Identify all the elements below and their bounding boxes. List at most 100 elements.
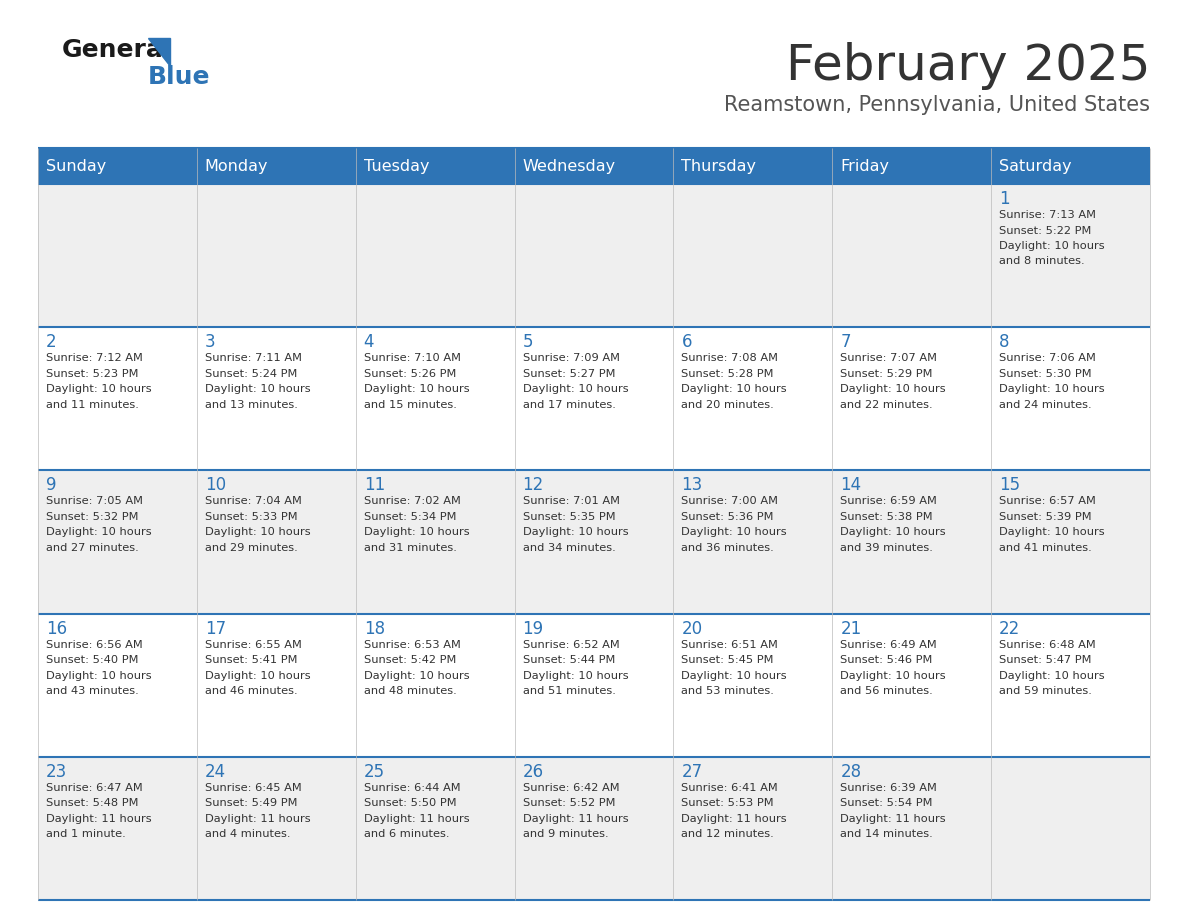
Text: Daylight: 10 hours: Daylight: 10 hours bbox=[46, 528, 152, 537]
Text: Daylight: 10 hours: Daylight: 10 hours bbox=[682, 671, 788, 680]
Polygon shape bbox=[148, 38, 170, 66]
Text: Sunset: 5:33 PM: Sunset: 5:33 PM bbox=[204, 512, 297, 522]
Text: Sunrise: 6:56 AM: Sunrise: 6:56 AM bbox=[46, 640, 143, 650]
Text: 27: 27 bbox=[682, 763, 702, 781]
Text: Sunrise: 7:02 AM: Sunrise: 7:02 AM bbox=[364, 497, 461, 507]
Text: Daylight: 10 hours: Daylight: 10 hours bbox=[840, 671, 946, 680]
Text: Sunset: 5:52 PM: Sunset: 5:52 PM bbox=[523, 799, 615, 809]
Bar bbox=[355, 756, 514, 900]
Text: and 56 minutes.: and 56 minutes. bbox=[840, 686, 933, 696]
Text: 16: 16 bbox=[46, 620, 68, 638]
Text: Daylight: 10 hours: Daylight: 10 hours bbox=[364, 528, 469, 537]
Text: Daylight: 11 hours: Daylight: 11 hours bbox=[523, 813, 628, 823]
Text: 28: 28 bbox=[840, 763, 861, 781]
Text: Sunrise: 7:00 AM: Sunrise: 7:00 AM bbox=[682, 497, 778, 507]
Text: and 29 minutes.: and 29 minutes. bbox=[204, 543, 298, 553]
Text: Daylight: 10 hours: Daylight: 10 hours bbox=[204, 385, 310, 394]
Bar bbox=[514, 327, 674, 470]
Bar bbox=[833, 756, 991, 900]
Text: Daylight: 10 hours: Daylight: 10 hours bbox=[682, 385, 788, 394]
Text: Daylight: 10 hours: Daylight: 10 hours bbox=[204, 671, 310, 680]
Text: and 17 minutes.: and 17 minutes. bbox=[523, 399, 615, 409]
Text: and 14 minutes.: and 14 minutes. bbox=[840, 829, 933, 839]
Text: and 6 minutes.: and 6 minutes. bbox=[364, 829, 449, 839]
Text: Sunset: 5:27 PM: Sunset: 5:27 PM bbox=[523, 369, 615, 379]
Text: and 46 minutes.: and 46 minutes. bbox=[204, 686, 297, 696]
Text: Sunset: 5:32 PM: Sunset: 5:32 PM bbox=[46, 512, 139, 522]
Text: and 51 minutes.: and 51 minutes. bbox=[523, 686, 615, 696]
Text: Sunset: 5:28 PM: Sunset: 5:28 PM bbox=[682, 369, 773, 379]
Bar bbox=[38, 327, 197, 470]
Text: Sunset: 5:47 PM: Sunset: 5:47 PM bbox=[999, 655, 1092, 666]
Text: and 8 minutes.: and 8 minutes. bbox=[999, 256, 1085, 266]
Text: Daylight: 10 hours: Daylight: 10 hours bbox=[523, 385, 628, 394]
Text: 4: 4 bbox=[364, 333, 374, 352]
Text: Sunrise: 6:42 AM: Sunrise: 6:42 AM bbox=[523, 783, 619, 793]
Text: and 34 minutes.: and 34 minutes. bbox=[523, 543, 615, 553]
Text: Daylight: 10 hours: Daylight: 10 hours bbox=[682, 528, 788, 537]
Text: Sunset: 5:39 PM: Sunset: 5:39 PM bbox=[999, 512, 1092, 522]
Text: 5: 5 bbox=[523, 333, 533, 352]
Text: Daylight: 10 hours: Daylight: 10 hours bbox=[523, 671, 628, 680]
Text: Sunrise: 6:55 AM: Sunrise: 6:55 AM bbox=[204, 640, 302, 650]
Bar bbox=[514, 148, 674, 184]
Text: Sunset: 5:50 PM: Sunset: 5:50 PM bbox=[364, 799, 456, 809]
Text: Sunset: 5:54 PM: Sunset: 5:54 PM bbox=[840, 799, 933, 809]
Text: 9: 9 bbox=[46, 476, 57, 495]
Bar bbox=[197, 613, 355, 756]
Text: Sunset: 5:45 PM: Sunset: 5:45 PM bbox=[682, 655, 773, 666]
Text: Daylight: 10 hours: Daylight: 10 hours bbox=[999, 241, 1105, 251]
Bar bbox=[355, 613, 514, 756]
Text: Daylight: 10 hours: Daylight: 10 hours bbox=[999, 385, 1105, 394]
Text: and 4 minutes.: and 4 minutes. bbox=[204, 829, 290, 839]
Text: Daylight: 10 hours: Daylight: 10 hours bbox=[999, 528, 1105, 537]
Text: Daylight: 11 hours: Daylight: 11 hours bbox=[364, 813, 469, 823]
Text: Sunset: 5:35 PM: Sunset: 5:35 PM bbox=[523, 512, 615, 522]
Text: Sunset: 5:30 PM: Sunset: 5:30 PM bbox=[999, 369, 1092, 379]
Text: and 20 minutes.: and 20 minutes. bbox=[682, 399, 775, 409]
Text: February 2025: February 2025 bbox=[785, 42, 1150, 90]
Bar bbox=[355, 327, 514, 470]
Text: Sunrise: 7:07 AM: Sunrise: 7:07 AM bbox=[840, 353, 937, 364]
Bar bbox=[355, 470, 514, 613]
Text: Sunrise: 6:51 AM: Sunrise: 6:51 AM bbox=[682, 640, 778, 650]
Text: 15: 15 bbox=[999, 476, 1020, 495]
Text: 11: 11 bbox=[364, 476, 385, 495]
Text: 7: 7 bbox=[840, 333, 851, 352]
Bar bbox=[674, 470, 833, 613]
Text: Wednesday: Wednesday bbox=[523, 159, 615, 174]
Bar bbox=[38, 148, 197, 184]
Text: Sunrise: 6:39 AM: Sunrise: 6:39 AM bbox=[840, 783, 937, 793]
Bar bbox=[514, 756, 674, 900]
Text: 22: 22 bbox=[999, 620, 1020, 638]
Text: Daylight: 11 hours: Daylight: 11 hours bbox=[682, 813, 788, 823]
Text: Sunrise: 7:04 AM: Sunrise: 7:04 AM bbox=[204, 497, 302, 507]
Text: and 43 minutes.: and 43 minutes. bbox=[46, 686, 139, 696]
Bar bbox=[991, 470, 1150, 613]
Text: Friday: Friday bbox=[840, 159, 890, 174]
Text: 12: 12 bbox=[523, 476, 544, 495]
Text: 20: 20 bbox=[682, 620, 702, 638]
Text: Sunrise: 7:06 AM: Sunrise: 7:06 AM bbox=[999, 353, 1097, 364]
Text: 10: 10 bbox=[204, 476, 226, 495]
Bar bbox=[674, 184, 833, 327]
Bar bbox=[514, 613, 674, 756]
Text: and 53 minutes.: and 53 minutes. bbox=[682, 686, 775, 696]
Bar bbox=[991, 148, 1150, 184]
Text: Daylight: 10 hours: Daylight: 10 hours bbox=[999, 671, 1105, 680]
Text: Daylight: 10 hours: Daylight: 10 hours bbox=[364, 671, 469, 680]
Text: Sunrise: 7:10 AM: Sunrise: 7:10 AM bbox=[364, 353, 461, 364]
Text: Daylight: 10 hours: Daylight: 10 hours bbox=[204, 528, 310, 537]
Text: Thursday: Thursday bbox=[682, 159, 757, 174]
Text: General: General bbox=[62, 38, 172, 62]
Bar bbox=[674, 613, 833, 756]
Text: Sunset: 5:46 PM: Sunset: 5:46 PM bbox=[840, 655, 933, 666]
Text: Sunrise: 6:53 AM: Sunrise: 6:53 AM bbox=[364, 640, 461, 650]
Text: Daylight: 10 hours: Daylight: 10 hours bbox=[523, 528, 628, 537]
Bar bbox=[197, 756, 355, 900]
Text: and 48 minutes.: and 48 minutes. bbox=[364, 686, 456, 696]
Text: 6: 6 bbox=[682, 333, 691, 352]
Text: 23: 23 bbox=[46, 763, 68, 781]
Bar bbox=[514, 470, 674, 613]
Bar bbox=[991, 184, 1150, 327]
